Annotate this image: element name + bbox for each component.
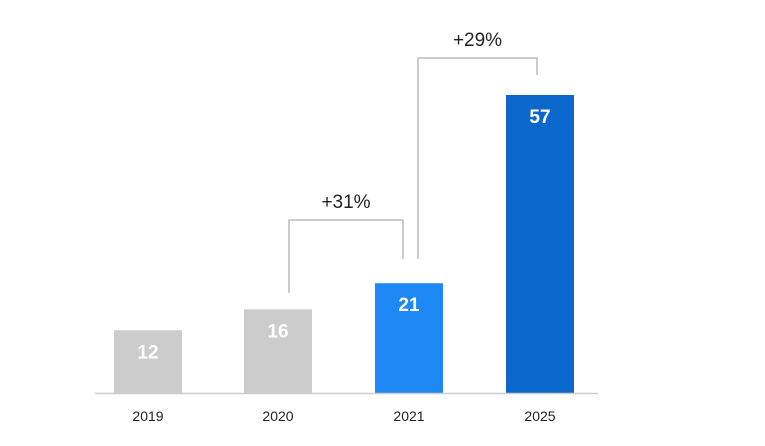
data-label-2019: 12 <box>137 342 158 363</box>
data-label-2025: 57 <box>529 107 550 128</box>
tick-label-2020: 2020 <box>262 408 293 424</box>
bar-2021 <box>375 283 443 393</box>
tick-label-2019: 2019 <box>132 408 163 424</box>
tick-label-2021: 2021 <box>393 408 424 424</box>
growth-brackets: +31% +29% <box>288 30 538 293</box>
data-label-2021: 21 <box>398 295 420 316</box>
bars: 12 16 21 57 <box>114 95 574 393</box>
bar-2019 <box>114 330 182 393</box>
data-label-2020: 16 <box>267 321 288 342</box>
growth-bracket-2021-2025 <box>417 57 538 259</box>
x-axis-ticks: 2019 2020 2021 2025 <box>132 408 555 424</box>
growth-bracket-2020-2021 <box>288 219 404 293</box>
tick-label-2025: 2025 <box>524 408 555 424</box>
growth-label-2021-2025: +29% <box>453 30 502 51</box>
bar-2020 <box>244 309 312 393</box>
bar-2025 <box>506 95 574 393</box>
growth-label-2020-2021: +31% <box>321 192 370 213</box>
